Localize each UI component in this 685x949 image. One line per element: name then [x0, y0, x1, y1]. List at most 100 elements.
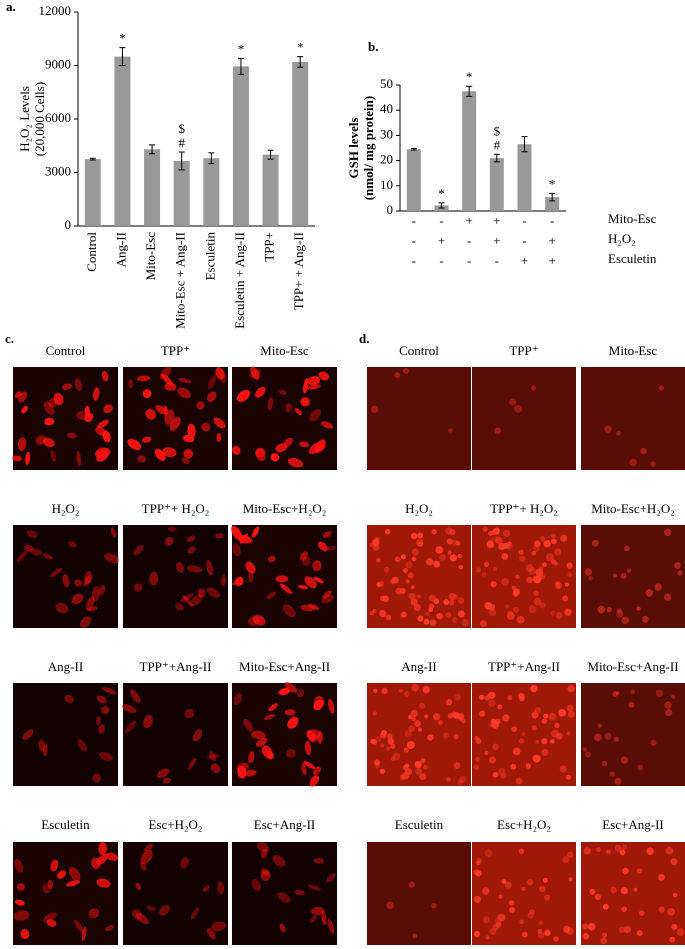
cell	[321, 594, 334, 604]
cell	[650, 461, 656, 467]
cell	[370, 738, 376, 745]
cell	[597, 723, 603, 729]
cell	[551, 533, 556, 539]
image-caption: TPP⁺+Ang-II	[140, 659, 212, 674]
cell	[314, 444, 326, 452]
image-caption: H₂O₂	[52, 501, 80, 516]
cell	[564, 608, 572, 616]
cell	[429, 619, 437, 626]
cell	[457, 610, 465, 618]
cell	[431, 902, 437, 909]
cell	[139, 861, 147, 871]
cell	[495, 921, 502, 928]
cell	[307, 884, 322, 891]
cell	[501, 879, 507, 885]
x-tick-label: Esculetin	[202, 232, 217, 281]
cell	[554, 548, 562, 556]
cell	[650, 739, 657, 746]
cell	[443, 599, 450, 605]
error-bar	[297, 56, 304, 68]
significance-mark: *	[119, 31, 126, 46]
cell	[529, 909, 535, 915]
cell	[411, 556, 417, 562]
cell	[42, 743, 48, 757]
cell	[674, 562, 681, 569]
cell	[206, 928, 216, 940]
cell	[302, 556, 311, 566]
cell	[676, 928, 685, 937]
cell	[641, 615, 649, 623]
cell	[110, 527, 117, 538]
cell	[480, 620, 487, 627]
cell	[300, 397, 310, 407]
cell	[551, 538, 557, 545]
cell	[448, 599, 455, 606]
cell	[426, 558, 434, 566]
cell	[301, 763, 307, 776]
y-axis-label: (nmol/ mg protein)	[361, 96, 376, 200]
cell	[511, 726, 517, 733]
cell	[453, 762, 461, 769]
cell	[457, 553, 462, 559]
cell	[458, 716, 464, 721]
cell	[236, 762, 249, 772]
cell	[512, 747, 521, 756]
cell	[565, 774, 572, 780]
cell	[390, 756, 396, 762]
cell	[461, 618, 469, 627]
cell	[560, 534, 568, 542]
cell	[655, 689, 664, 697]
image-caption: TPP⁺	[161, 343, 190, 358]
cell	[537, 755, 542, 760]
micrograph-background	[13, 683, 118, 786]
micrograph-background	[472, 367, 576, 470]
cell	[213, 417, 226, 429]
cell	[408, 725, 415, 733]
cell	[187, 546, 196, 554]
cell	[390, 743, 396, 749]
cell	[512, 606, 519, 613]
cell	[645, 589, 654, 597]
treatment-sign: +	[548, 233, 555, 248]
cell	[425, 611, 430, 617]
cell	[459, 775, 467, 783]
cell	[478, 694, 485, 700]
micrograph-background	[581, 683, 685, 786]
cell	[475, 567, 481, 573]
cell	[414, 760, 422, 769]
cell	[566, 927, 574, 935]
cell	[489, 928, 497, 935]
cell	[403, 747, 409, 753]
cell	[221, 574, 226, 587]
cell	[658, 385, 664, 391]
bar	[489, 158, 504, 211]
cell	[22, 729, 34, 740]
cell	[665, 846, 674, 855]
cell	[449, 528, 456, 536]
cell	[98, 841, 107, 856]
cell	[400, 611, 407, 618]
x-tick-label: TPP+	[262, 232, 277, 262]
cell	[50, 567, 63, 578]
cell	[486, 540, 494, 548]
treatment-sign: -	[412, 253, 416, 268]
cell	[568, 710, 576, 718]
cell	[543, 540, 551, 548]
cell	[483, 561, 489, 567]
cell	[375, 736, 382, 742]
cell	[50, 450, 57, 462]
cell	[145, 408, 156, 420]
cell	[379, 768, 385, 775]
cell	[532, 575, 539, 583]
micrograph-background	[232, 367, 337, 470]
cell	[245, 561, 256, 574]
cell	[328, 698, 335, 714]
cell	[16, 550, 28, 562]
cell	[167, 526, 177, 532]
cell	[490, 718, 497, 725]
cell	[270, 453, 280, 462]
image-caption: Esculetin	[41, 817, 90, 832]
cell	[479, 710, 486, 717]
image-caption: TPP⁺+ H₂O₂	[490, 501, 558, 516]
cell	[419, 702, 426, 709]
